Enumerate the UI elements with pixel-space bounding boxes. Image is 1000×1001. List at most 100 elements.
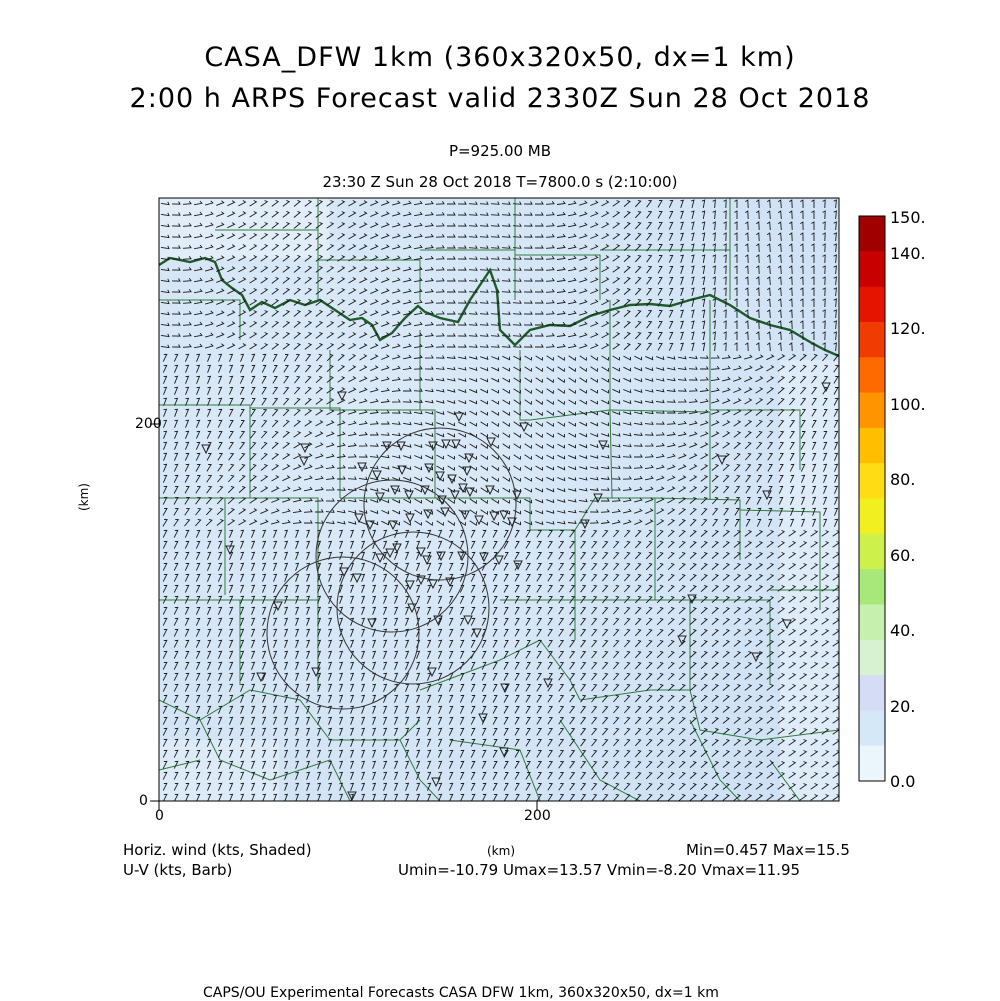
uv-stats: Umin=-10.79 Umax=13.57 Vmin=-8.20 Vmax=1… <box>398 861 801 879</box>
x-tick-0: 0 <box>155 808 164 824</box>
station-marker <box>513 560 523 571</box>
station-marker <box>472 628 482 639</box>
station-marker <box>447 474 457 485</box>
station-marker <box>751 652 761 663</box>
station-marker <box>382 441 392 452</box>
field-min-max: Min=0.457 Max=15.5 <box>686 841 850 859</box>
station-marker <box>717 455 727 466</box>
station-marker <box>385 548 395 559</box>
station-marker <box>512 490 522 501</box>
station-marker <box>762 490 772 501</box>
station-marker <box>375 553 385 564</box>
station-markers <box>201 382 831 802</box>
station-marker <box>416 575 426 586</box>
colorbar-band <box>859 710 885 747</box>
colorbar-label: 100. <box>890 395 926 414</box>
station-marker <box>225 545 235 556</box>
station-marker <box>500 683 510 694</box>
station-marker <box>474 515 484 526</box>
station-marker <box>416 547 426 558</box>
station-marker <box>339 567 349 578</box>
station-marker <box>519 422 529 433</box>
station-marker <box>428 441 438 452</box>
station-marker <box>396 441 406 452</box>
station-marker <box>687 594 697 605</box>
station-marker <box>375 492 385 503</box>
colorbar-label: 60. <box>890 546 916 565</box>
station-marker <box>485 485 495 496</box>
colorbar-band <box>859 463 885 499</box>
station-marker <box>440 507 450 518</box>
station-marker <box>407 603 417 614</box>
station-marker <box>507 517 517 528</box>
station-marker <box>424 463 434 474</box>
colorbar-band <box>859 675 885 711</box>
station-marker <box>451 439 461 450</box>
station-marker <box>405 513 415 524</box>
axis-ticks <box>150 423 538 810</box>
colorbar-label: 120. <box>890 319 926 338</box>
station-marker <box>405 580 415 591</box>
station-marker <box>436 551 446 562</box>
colorbar-label: 20. <box>890 697 916 716</box>
station-marker <box>420 485 430 496</box>
colorbar-band <box>859 745 885 782</box>
credit-line: CAPS/OU Experimental Forecasts CASA DFW … <box>203 985 719 1001</box>
footer-barb-field: U-V (kts, Barb) <box>123 861 233 879</box>
colorbar-label: 80. <box>890 470 916 489</box>
colorbar-band <box>859 321 885 358</box>
station-marker <box>450 490 460 501</box>
colorbar-band <box>859 251 885 288</box>
pressure-level: P=925.00 MB <box>448 142 552 160</box>
colorbar-label: 40. <box>890 621 916 640</box>
colorbar-band <box>859 427 885 464</box>
colorbar-band <box>859 286 885 323</box>
station-marker <box>347 791 357 802</box>
wind-barb-field <box>160 199 839 801</box>
station-marker <box>821 382 831 393</box>
colorbar-band <box>859 639 885 676</box>
radar-ring <box>266 556 420 710</box>
station-marker <box>543 678 553 689</box>
y-axis-label: (km) <box>77 482 92 512</box>
colorbar-band <box>859 357 885 394</box>
shading-light-patches <box>159 198 839 801</box>
radar-rings <box>266 427 517 710</box>
radar-ring <box>363 427 517 581</box>
station-marker <box>388 520 398 531</box>
footer-shaded-field: Horiz. wind (kts, Shaded) <box>123 841 312 859</box>
station-marker <box>782 619 792 630</box>
station-marker <box>354 513 364 524</box>
y-tick-0: 0 <box>139 793 148 809</box>
station-marker <box>392 543 402 554</box>
station-marker <box>433 615 443 626</box>
colorbar <box>859 216 885 782</box>
station-marker <box>404 490 414 501</box>
station-marker <box>427 667 437 678</box>
station-marker <box>256 672 266 683</box>
station-marker <box>445 577 455 588</box>
title-line-2: 2:00 h ARPS Forecast valid 2330Z Sun 28 … <box>129 83 871 114</box>
station-marker <box>441 439 451 450</box>
station-marker <box>499 747 509 758</box>
station-marker <box>437 495 447 506</box>
station-marker <box>486 437 496 448</box>
station-marker <box>460 510 470 521</box>
station-marker <box>465 487 475 498</box>
station-marker <box>494 555 504 566</box>
x-tick-200: 200 <box>524 808 551 824</box>
station-marker <box>464 453 474 464</box>
colorbar-band <box>859 569 885 605</box>
colorbar-band <box>859 216 885 252</box>
colorbar-band <box>859 498 885 535</box>
colorbar-band <box>859 604 885 641</box>
station-marker <box>478 713 488 724</box>
station-marker <box>365 520 375 531</box>
station-marker <box>311 667 321 678</box>
colorbar-frame <box>858 215 886 782</box>
station-marker <box>431 777 441 788</box>
station-marker <box>352 573 362 584</box>
station-marker <box>454 412 464 423</box>
colorbar-label: 0.0 <box>890 772 916 791</box>
station-marker <box>463 615 473 626</box>
